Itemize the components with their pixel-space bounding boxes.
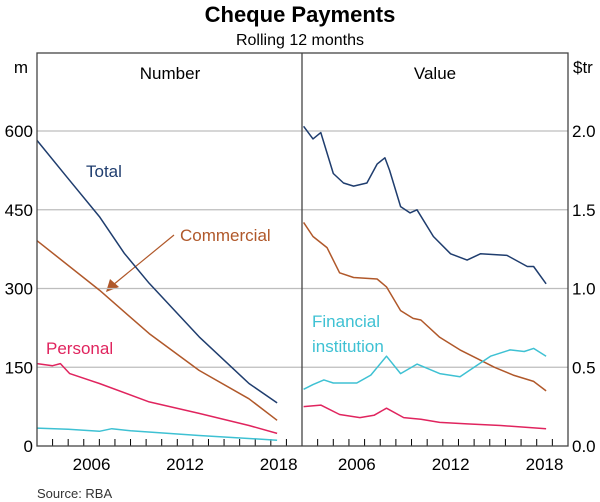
- series-line-personal: [36, 362, 278, 435]
- x-tick-label: 2006: [73, 455, 111, 474]
- panel-title-number: Number: [140, 64, 201, 83]
- series-line-financial-institution: [36, 427, 278, 441]
- x-tick-label: 2018: [260, 455, 298, 474]
- plot-area: 0 150 300 450 600 2006 2012 2018 0.0 0.5 1.0 1.5 2.0…: [5, 52, 596, 474]
- panel-title-value: Value: [414, 64, 456, 83]
- y-tick-label: 150: [5, 358, 33, 377]
- y-tick-label: 2.0: [572, 122, 596, 141]
- left-unit: m: [14, 58, 28, 77]
- x-tick-label: 2012: [166, 455, 204, 474]
- series-line-total: [302, 125, 547, 285]
- series-line-financial-institution: [303, 347, 547, 390]
- x-tick-label: 2006: [338, 455, 376, 474]
- y-tick-label: 300: [5, 280, 33, 299]
- source-note: Source: RBA: [37, 486, 112, 501]
- series-line-total: [36, 139, 278, 404]
- label-personal: Personal: [46, 339, 113, 358]
- label-commercial: Commercial: [180, 226, 271, 245]
- y-tick-label: 0.0: [572, 437, 596, 456]
- series-line-personal: [303, 404, 547, 430]
- series-line-commercial: [36, 240, 278, 421]
- y-tick-label: 1.0: [572, 280, 596, 299]
- y-tick-label: 600: [5, 122, 33, 141]
- label-institution: institution: [312, 337, 384, 356]
- y-tick-label: 0.5: [572, 358, 596, 377]
- commercial-arrow: [106, 234, 175, 292]
- series-line-commercial: [302, 221, 547, 392]
- y-tick-label: 450: [5, 201, 33, 220]
- label-total: Total: [86, 162, 122, 181]
- right-unit: $tr: [573, 58, 593, 77]
- y-tick-label: 1.5: [572, 201, 596, 220]
- x-tick-label: 2012: [432, 455, 470, 474]
- chart-title: Cheque Payments: [205, 2, 396, 27]
- chart-subtitle: Rolling 12 months: [236, 32, 364, 49]
- x-tick-label: 2018: [526, 455, 564, 474]
- label-financial: Financial: [312, 312, 380, 331]
- y-tick-label: 0: [24, 437, 33, 456]
